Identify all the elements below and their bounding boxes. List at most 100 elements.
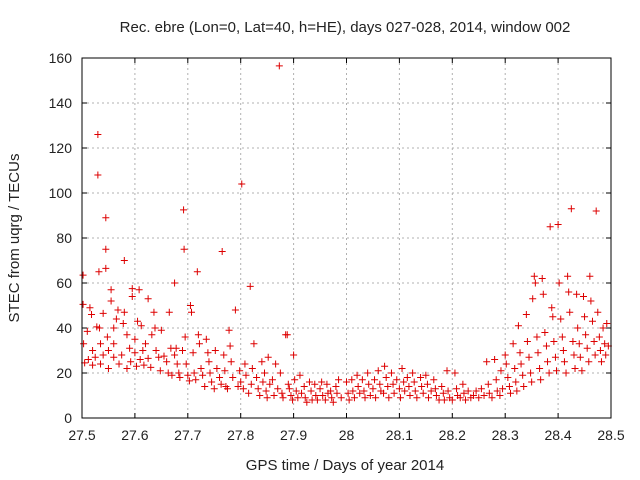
data-point <box>423 380 431 388</box>
data-point <box>544 358 552 366</box>
data-point <box>185 377 193 385</box>
data-point <box>266 380 274 388</box>
data-point <box>371 376 379 384</box>
data-point <box>313 396 321 404</box>
data-point <box>283 331 291 339</box>
data-point <box>432 392 440 399</box>
data-point <box>413 394 421 402</box>
data-point <box>152 347 160 354</box>
data-point <box>110 340 118 348</box>
data-point <box>511 365 519 372</box>
data-point <box>488 394 496 402</box>
data-point <box>393 376 401 384</box>
data-point <box>284 380 292 388</box>
y-axis-label: STEC from uqrg / TECUs <box>6 154 23 323</box>
data-point <box>291 376 299 384</box>
data-point <box>530 272 538 280</box>
data-point <box>501 351 509 359</box>
data-point <box>97 360 105 368</box>
data-point <box>469 392 477 399</box>
data-point <box>120 257 128 264</box>
data-point <box>422 371 430 379</box>
data-point <box>275 62 283 70</box>
data-point <box>289 396 297 404</box>
data-point <box>382 374 390 381</box>
y-tick-label: 60 <box>56 275 72 291</box>
data-point <box>136 356 144 363</box>
data-point <box>493 387 501 395</box>
data-point <box>504 374 512 381</box>
data-point <box>335 376 343 384</box>
data-point <box>327 387 335 395</box>
chart-title: Rec. ebre (Lon=0, Lat=40, h=HE), days 02… <box>120 19 571 36</box>
data-point <box>126 344 134 352</box>
data-point <box>384 383 392 390</box>
data-point <box>539 290 547 298</box>
data-point <box>372 394 380 402</box>
data-point <box>514 322 522 330</box>
data-point <box>588 317 596 325</box>
data-point <box>390 389 398 397</box>
data-point <box>128 285 136 293</box>
data-point <box>311 380 319 388</box>
data-point <box>211 347 219 354</box>
data-point <box>546 223 554 231</box>
data-point <box>262 387 270 395</box>
data-point <box>592 207 600 215</box>
data-point <box>389 380 397 388</box>
x-tick-label: 28.1 <box>386 427 413 443</box>
data-point <box>374 367 382 375</box>
x-axis-label: GPS time / Days of year 2014 <box>246 457 444 474</box>
data-point <box>164 369 172 377</box>
data-point <box>294 394 302 402</box>
data-point <box>151 324 159 332</box>
data-point <box>256 392 264 399</box>
data-point <box>410 378 418 386</box>
data-point <box>520 383 528 390</box>
data-point <box>475 394 483 402</box>
data-point <box>131 335 139 343</box>
data-point <box>523 338 531 345</box>
data-point <box>181 333 189 341</box>
data-point <box>316 385 324 393</box>
data-point <box>114 306 122 314</box>
data-point <box>261 369 269 377</box>
data-point <box>456 394 464 402</box>
data-point <box>424 394 432 402</box>
x-tick-label: 28.4 <box>544 427 571 443</box>
data-point <box>564 272 572 280</box>
data-point <box>409 369 417 377</box>
data-point <box>601 340 609 348</box>
data-point <box>443 367 451 375</box>
data-point <box>199 371 207 379</box>
data-point <box>477 385 485 393</box>
data-point <box>349 387 357 395</box>
data-point <box>345 396 353 404</box>
data-point <box>597 358 605 366</box>
data-point <box>541 329 549 336</box>
data-point <box>217 380 225 388</box>
data-point <box>229 374 237 381</box>
data-point <box>104 347 112 354</box>
x-tick-label: 27.7 <box>174 427 201 443</box>
data-point <box>318 378 326 386</box>
data-point <box>216 374 224 381</box>
data-point <box>102 245 110 253</box>
data-point <box>91 353 99 361</box>
data-point <box>430 376 438 384</box>
data-point <box>107 286 115 294</box>
data-point <box>516 349 524 357</box>
data-point <box>460 389 468 397</box>
data-point <box>536 365 544 372</box>
data-point <box>509 340 517 348</box>
data-point <box>582 331 590 339</box>
data-point <box>529 295 537 303</box>
data-point <box>570 351 578 359</box>
data-point <box>104 365 112 372</box>
data-point <box>405 383 413 390</box>
data-point <box>499 385 507 393</box>
data-point <box>272 360 280 368</box>
data-point <box>483 358 491 366</box>
y-tick-label: 160 <box>49 50 73 66</box>
data-point <box>208 378 216 386</box>
